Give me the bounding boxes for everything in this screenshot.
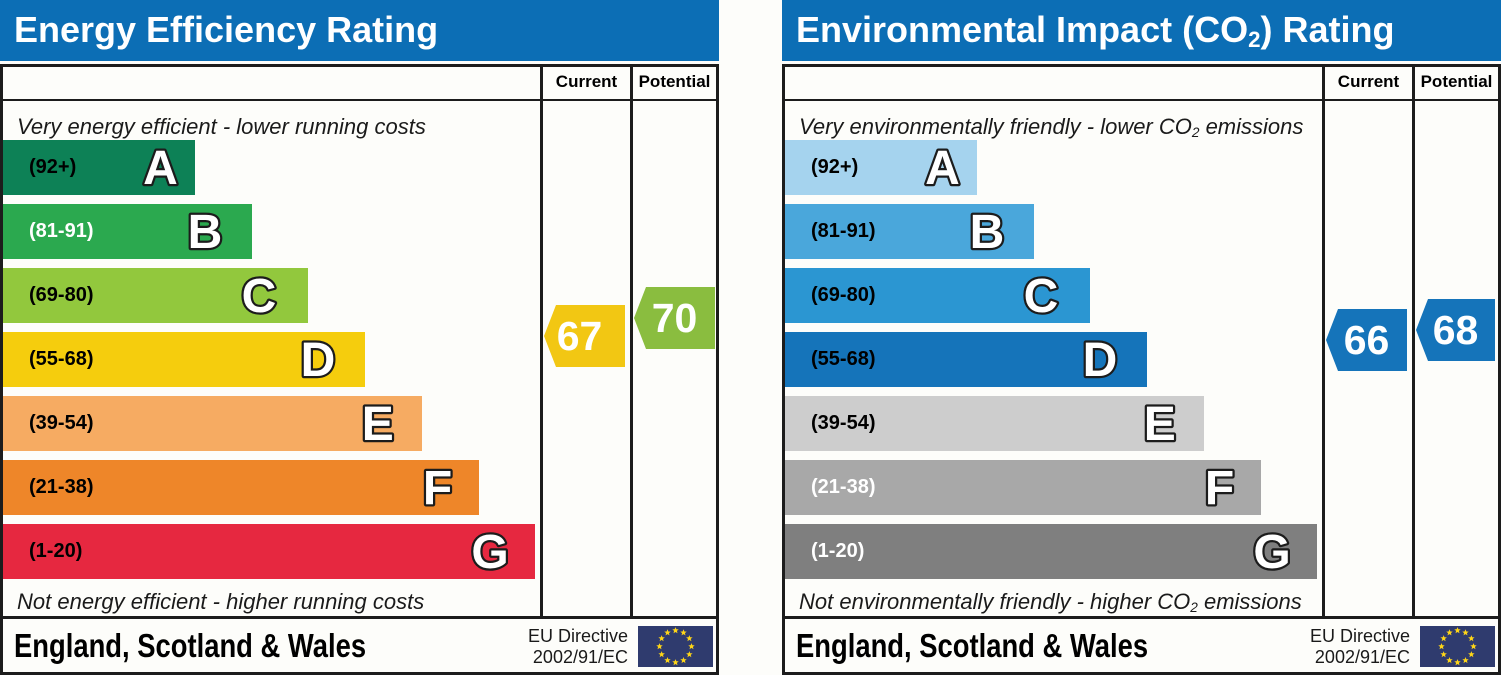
svg-text:F: F bbox=[1205, 462, 1234, 515]
svg-text:B: B bbox=[970, 206, 1005, 259]
svg-text:70: 70 bbox=[652, 295, 698, 341]
svg-text:D: D bbox=[301, 334, 336, 387]
svg-text:E: E bbox=[362, 398, 394, 451]
svg-text:D: D bbox=[1083, 334, 1118, 387]
svg-text:A: A bbox=[925, 142, 960, 195]
svg-text:C: C bbox=[1024, 270, 1059, 323]
svg-text:67: 67 bbox=[557, 313, 603, 359]
svg-text:F: F bbox=[423, 462, 452, 515]
svg-text:G: G bbox=[471, 526, 508, 579]
svg-text:C: C bbox=[242, 270, 277, 323]
svg-text:B: B bbox=[188, 206, 223, 259]
svg-text:E: E bbox=[1144, 398, 1176, 451]
svg-text:A: A bbox=[143, 142, 178, 195]
svg-text:G: G bbox=[1253, 526, 1290, 579]
svg-text:66: 66 bbox=[1344, 317, 1390, 363]
svg-text:68: 68 bbox=[1433, 307, 1479, 353]
